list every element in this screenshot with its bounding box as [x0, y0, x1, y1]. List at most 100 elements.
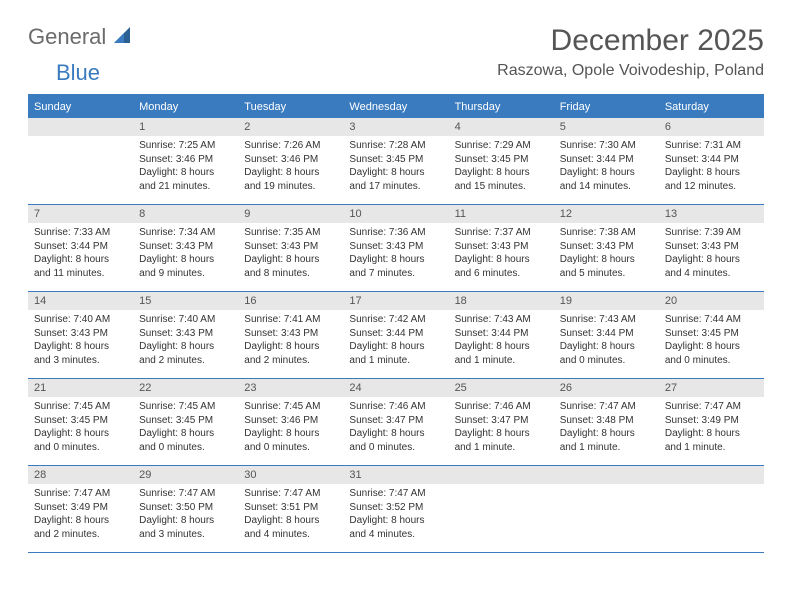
day-number: 2: [238, 118, 343, 136]
sunrise-text: Sunrise: 7:44 AM: [665, 313, 758, 327]
sunset-text: Sunset: 3:43 PM: [349, 240, 442, 254]
sunrise-text: Sunrise: 7:40 AM: [34, 313, 127, 327]
day-number: 19: [554, 292, 659, 310]
daylight-text: Daylight: 8 hours and 5 minutes.: [560, 253, 653, 280]
day-cell: 26Sunrise: 7:47 AMSunset: 3:48 PMDayligh…: [554, 379, 659, 465]
day-number: 10: [343, 205, 448, 223]
week-row: 1Sunrise: 7:25 AMSunset: 3:46 PMDaylight…: [28, 118, 764, 205]
sunrise-text: Sunrise: 7:47 AM: [244, 487, 337, 501]
day-number: 7: [28, 205, 133, 223]
daylight-text: Daylight: 8 hours and 2 minutes.: [34, 514, 127, 541]
daylight-text: Daylight: 8 hours and 15 minutes.: [455, 166, 548, 193]
day-number: 11: [449, 205, 554, 223]
day-cell: 1Sunrise: 7:25 AMSunset: 3:46 PMDaylight…: [133, 118, 238, 204]
sunrise-text: Sunrise: 7:34 AM: [139, 226, 232, 240]
sunset-text: Sunset: 3:43 PM: [244, 240, 337, 254]
day-number: 28: [28, 466, 133, 484]
sunset-text: Sunset: 3:50 PM: [139, 501, 232, 515]
day-cell: 10Sunrise: 7:36 AMSunset: 3:43 PMDayligh…: [343, 205, 448, 291]
day-number: 17: [343, 292, 448, 310]
weekday-header: Sunday: [28, 96, 133, 118]
sunset-text: Sunset: 3:43 PM: [244, 327, 337, 341]
sunset-text: Sunset: 3:45 PM: [34, 414, 127, 428]
logo-text-general: General: [28, 24, 106, 50]
location-text: Raszowa, Opole Voivodeship, Poland: [497, 62, 764, 80]
day-details: Sunrise: 7:35 AMSunset: 3:43 PMDaylight:…: [238, 223, 343, 284]
day-cell: 11Sunrise: 7:37 AMSunset: 3:43 PMDayligh…: [449, 205, 554, 291]
day-details: Sunrise: 7:40 AMSunset: 3:43 PMDaylight:…: [28, 310, 133, 371]
day-number: [659, 466, 764, 484]
sunrise-text: Sunrise: 7:45 AM: [34, 400, 127, 414]
sunset-text: Sunset: 3:45 PM: [349, 153, 442, 167]
sunrise-text: Sunrise: 7:47 AM: [560, 400, 653, 414]
sunset-text: Sunset: 3:46 PM: [139, 153, 232, 167]
sunrise-text: Sunrise: 7:47 AM: [349, 487, 442, 501]
day-number: 3: [343, 118, 448, 136]
sunset-text: Sunset: 3:47 PM: [455, 414, 548, 428]
day-details: Sunrise: 7:26 AMSunset: 3:46 PMDaylight:…: [238, 136, 343, 197]
daylight-text: Daylight: 8 hours and 1 minute.: [455, 427, 548, 454]
day-cell: 9Sunrise: 7:35 AMSunset: 3:43 PMDaylight…: [238, 205, 343, 291]
day-number: 23: [238, 379, 343, 397]
sunset-text: Sunset: 3:52 PM: [349, 501, 442, 515]
day-cell: 30Sunrise: 7:47 AMSunset: 3:51 PMDayligh…: [238, 466, 343, 552]
sunset-text: Sunset: 3:51 PM: [244, 501, 337, 515]
daylight-text: Daylight: 8 hours and 17 minutes.: [349, 166, 442, 193]
day-number: 30: [238, 466, 343, 484]
sunrise-text: Sunrise: 7:46 AM: [349, 400, 442, 414]
weekday-header: Monday: [133, 96, 238, 118]
sunset-text: Sunset: 3:49 PM: [665, 414, 758, 428]
day-number: 1: [133, 118, 238, 136]
day-number: 4: [449, 118, 554, 136]
calendar-table: Sunday Monday Tuesday Wednesday Thursday…: [28, 94, 764, 553]
daylight-text: Daylight: 8 hours and 21 minutes.: [139, 166, 232, 193]
day-cell: 29Sunrise: 7:47 AMSunset: 3:50 PMDayligh…: [133, 466, 238, 552]
daylight-text: Daylight: 8 hours and 2 minutes.: [139, 340, 232, 367]
day-number: 25: [449, 379, 554, 397]
day-cell: 6Sunrise: 7:31 AMSunset: 3:44 PMDaylight…: [659, 118, 764, 204]
sunrise-text: Sunrise: 7:47 AM: [665, 400, 758, 414]
sunrise-text: Sunrise: 7:33 AM: [34, 226, 127, 240]
daylight-text: Daylight: 8 hours and 1 minute.: [560, 427, 653, 454]
day-details: Sunrise: 7:47 AMSunset: 3:49 PMDaylight:…: [659, 397, 764, 458]
daylight-text: Daylight: 8 hours and 0 minutes.: [665, 340, 758, 367]
daylight-text: Daylight: 8 hours and 0 minutes.: [244, 427, 337, 454]
day-details: Sunrise: 7:31 AMSunset: 3:44 PMDaylight:…: [659, 136, 764, 197]
daylight-text: Daylight: 8 hours and 14 minutes.: [560, 166, 653, 193]
day-number: 9: [238, 205, 343, 223]
sunset-text: Sunset: 3:43 PM: [34, 327, 127, 341]
sunrise-text: Sunrise: 7:30 AM: [560, 139, 653, 153]
daylight-text: Daylight: 8 hours and 12 minutes.: [665, 166, 758, 193]
day-details: Sunrise: 7:40 AMSunset: 3:43 PMDaylight:…: [133, 310, 238, 371]
daylight-text: Daylight: 8 hours and 1 minute.: [349, 340, 442, 367]
week-row: 28Sunrise: 7:47 AMSunset: 3:49 PMDayligh…: [28, 466, 764, 553]
day-cell: [449, 466, 554, 552]
daylight-text: Daylight: 8 hours and 1 minute.: [665, 427, 758, 454]
day-number: 24: [343, 379, 448, 397]
day-number: 16: [238, 292, 343, 310]
daylight-text: Daylight: 8 hours and 8 minutes.: [244, 253, 337, 280]
day-number: 21: [28, 379, 133, 397]
day-details: Sunrise: 7:47 AMSunset: 3:50 PMDaylight:…: [133, 484, 238, 545]
daylight-text: Daylight: 8 hours and 0 minutes.: [139, 427, 232, 454]
daylight-text: Daylight: 8 hours and 6 minutes.: [455, 253, 548, 280]
day-cell: 17Sunrise: 7:42 AMSunset: 3:44 PMDayligh…: [343, 292, 448, 378]
week-row: 7Sunrise: 7:33 AMSunset: 3:44 PMDaylight…: [28, 205, 764, 292]
day-cell: 27Sunrise: 7:47 AMSunset: 3:49 PMDayligh…: [659, 379, 764, 465]
sunset-text: Sunset: 3:45 PM: [665, 327, 758, 341]
day-cell: 19Sunrise: 7:43 AMSunset: 3:44 PMDayligh…: [554, 292, 659, 378]
sunrise-text: Sunrise: 7:39 AM: [665, 226, 758, 240]
day-cell: 28Sunrise: 7:47 AMSunset: 3:49 PMDayligh…: [28, 466, 133, 552]
sunset-text: Sunset: 3:44 PM: [665, 153, 758, 167]
sunrise-text: Sunrise: 7:26 AM: [244, 139, 337, 153]
month-title: December 2025: [497, 24, 764, 58]
day-details: Sunrise: 7:34 AMSunset: 3:43 PMDaylight:…: [133, 223, 238, 284]
day-details: Sunrise: 7:28 AMSunset: 3:45 PMDaylight:…: [343, 136, 448, 197]
daylight-text: Daylight: 8 hours and 2 minutes.: [244, 340, 337, 367]
day-details: Sunrise: 7:33 AMSunset: 3:44 PMDaylight:…: [28, 223, 133, 284]
sunset-text: Sunset: 3:43 PM: [665, 240, 758, 254]
day-details: Sunrise: 7:42 AMSunset: 3:44 PMDaylight:…: [343, 310, 448, 371]
daylight-text: Daylight: 8 hours and 0 minutes.: [34, 427, 127, 454]
day-details: Sunrise: 7:46 AMSunset: 3:47 PMDaylight:…: [449, 397, 554, 458]
day-details: Sunrise: 7:45 AMSunset: 3:45 PMDaylight:…: [133, 397, 238, 458]
